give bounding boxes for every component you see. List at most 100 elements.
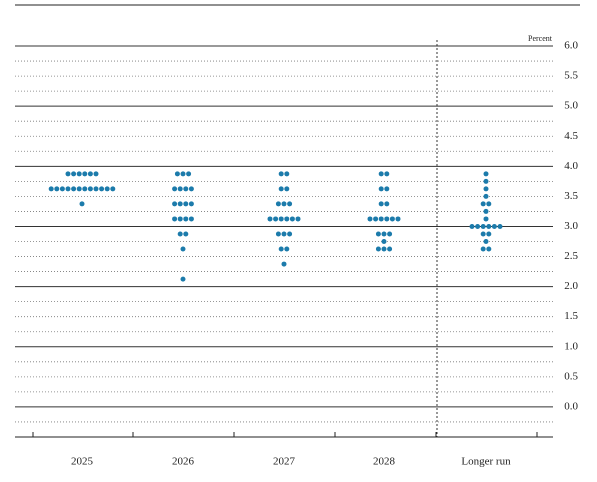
dot [483, 208, 489, 214]
dot [278, 246, 284, 252]
dot [180, 171, 186, 177]
dot [289, 216, 295, 222]
dot [486, 246, 492, 252]
y-unit-label: Percent [528, 34, 553, 43]
dot [82, 171, 88, 177]
dot [384, 216, 390, 222]
dot [287, 231, 293, 237]
dot [378, 186, 384, 192]
dot [273, 216, 279, 222]
dot [483, 193, 489, 199]
dot [71, 186, 77, 192]
dot [188, 201, 194, 207]
y-tick-label: 5.5 [564, 70, 578, 82]
dot [378, 171, 384, 177]
y-tick-label: 3.5 [564, 190, 578, 202]
dot [79, 201, 85, 207]
dot [278, 216, 284, 222]
dot [275, 201, 281, 207]
dot [110, 186, 116, 192]
y-tick-label: 5.0 [564, 100, 578, 112]
dot [375, 231, 381, 237]
dot [387, 231, 393, 237]
dot [267, 216, 273, 222]
dot [275, 231, 281, 237]
dot [177, 186, 183, 192]
dot [99, 186, 105, 192]
dot [469, 223, 475, 229]
dot [93, 186, 99, 192]
dot [183, 231, 189, 237]
dot [281, 201, 287, 207]
dot [76, 171, 82, 177]
dot [278, 186, 284, 192]
y-tick-label: 0.5 [564, 370, 578, 382]
dot [375, 246, 381, 252]
dot [172, 186, 178, 192]
dot [172, 201, 178, 207]
dot [486, 223, 492, 229]
dot [483, 178, 489, 184]
dot [65, 171, 71, 177]
dot [54, 186, 60, 192]
dot [65, 186, 71, 192]
dot [381, 246, 387, 252]
dot [59, 186, 65, 192]
dot [381, 231, 387, 237]
dot [172, 216, 178, 222]
dot [284, 186, 290, 192]
dot [367, 216, 373, 222]
dot [82, 186, 88, 192]
x-tick-label: 2028 [373, 456, 396, 468]
dot [395, 216, 401, 222]
dot [486, 201, 492, 207]
dot [387, 246, 393, 252]
dot [389, 216, 395, 222]
dot [177, 216, 183, 222]
y-tick-label: 2.0 [564, 280, 578, 292]
y-tick-label: 0.0 [564, 400, 578, 412]
dot [475, 223, 481, 229]
dot [491, 223, 497, 229]
dot [183, 186, 189, 192]
x-tick-label: Longer run [461, 456, 511, 468]
dot [295, 216, 301, 222]
dot [373, 216, 379, 222]
dot [48, 186, 54, 192]
dot [180, 246, 186, 252]
dot [183, 216, 189, 222]
dot [480, 231, 486, 237]
y-tick-label: 2.5 [564, 250, 578, 262]
dot [76, 186, 82, 192]
dot [188, 186, 194, 192]
dot [281, 231, 287, 237]
y-tick-label: 3.0 [564, 220, 578, 232]
dot [378, 201, 384, 207]
dot [483, 186, 489, 192]
dot [483, 171, 489, 177]
dot [384, 201, 390, 207]
dot [483, 216, 489, 222]
dot [480, 223, 486, 229]
y-tick-label: 1.0 [564, 340, 578, 352]
dot [284, 216, 290, 222]
y-tick-label: 4.0 [564, 160, 578, 172]
dot [177, 201, 183, 207]
dot [188, 216, 194, 222]
x-tick-label: 2025 [71, 456, 94, 468]
dot [71, 171, 77, 177]
y-tick-label: 4.5 [564, 130, 578, 142]
dot [87, 171, 93, 177]
dot [480, 201, 486, 207]
dot [186, 171, 192, 177]
dot [486, 231, 492, 237]
y-tick-label: 1.5 [564, 310, 578, 322]
dot [93, 171, 99, 177]
dot [287, 201, 293, 207]
dot [177, 231, 183, 237]
dot [284, 171, 290, 177]
y-tick-label: 6.0 [564, 40, 578, 52]
dot [281, 261, 287, 267]
